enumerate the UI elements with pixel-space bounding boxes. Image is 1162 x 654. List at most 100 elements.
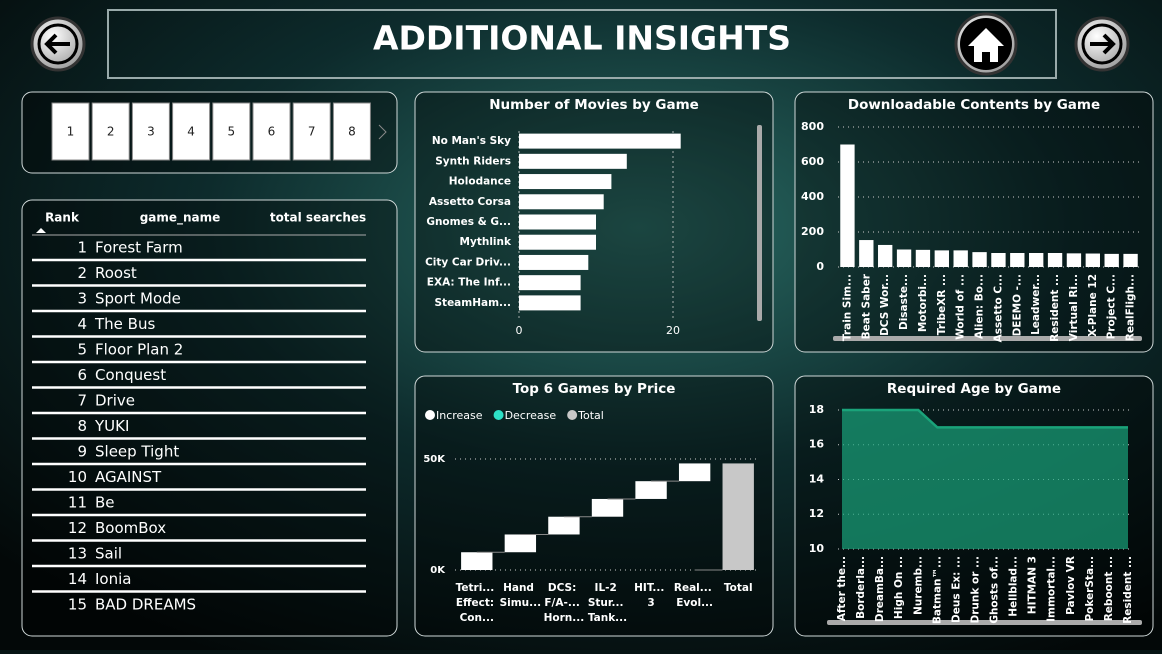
x-tick-label: 20 xyxy=(666,324,680,337)
page-button[interactable] xyxy=(91,102,130,161)
column-header: total searches xyxy=(270,211,366,225)
x-tick-label: Resident ... xyxy=(1049,274,1061,342)
bar xyxy=(1123,253,1138,267)
y-tick-label: 14 xyxy=(809,472,825,485)
rank-cell: 5 xyxy=(77,341,87,359)
page-button[interactable] xyxy=(51,102,90,161)
name-cell: AGAINST xyxy=(95,468,162,486)
bar xyxy=(1029,253,1044,267)
scrollbar[interactable] xyxy=(833,336,1142,341)
x-tick-label: Borderla... xyxy=(855,556,867,619)
bar xyxy=(896,249,912,267)
y-tick-label: Synth Riders xyxy=(435,155,511,167)
bar xyxy=(461,552,493,570)
forward-button[interactable] xyxy=(90,0,1130,72)
x-tick-label: Assetto C... xyxy=(992,274,1004,342)
x-tick-label: High On ... xyxy=(893,556,905,619)
x-tick-label: Tetri... Effect: Con... xyxy=(456,582,498,624)
name-cell: Be xyxy=(95,494,115,512)
rank-cell: 11 xyxy=(68,494,87,512)
page-button[interactable] xyxy=(131,102,170,161)
bar xyxy=(519,234,596,250)
back-button[interactable] xyxy=(30,16,86,72)
legend-label: Decrease xyxy=(505,409,557,422)
x-tick-label: 0 xyxy=(516,324,523,337)
pages-next[interactable] xyxy=(378,124,387,140)
bar xyxy=(878,244,893,267)
chart-title: Top 6 Games by Price xyxy=(513,381,676,397)
bar xyxy=(934,250,949,267)
x-tick-label: Resident ... xyxy=(1122,556,1134,624)
page-button[interactable] xyxy=(292,102,331,161)
rank-cell: 10 xyxy=(68,468,87,486)
page-button[interactable] xyxy=(212,102,251,161)
chart-title: Downloadable Contents by Game xyxy=(848,97,1100,113)
rank-cell: 15 xyxy=(68,596,87,614)
page-button[interactable] xyxy=(332,102,371,161)
bar xyxy=(519,174,612,190)
x-tick-label: Deus Ex: ... xyxy=(950,556,962,623)
y-tick-label: 0 xyxy=(816,260,824,273)
column-header: Rank xyxy=(45,211,80,225)
name-cell: BAD DREAMS xyxy=(95,596,196,614)
y-tick-label: City Car Driv... xyxy=(425,256,511,268)
chart-title: Number of Movies by Game xyxy=(489,97,699,113)
x-tick-label: PokerSta... xyxy=(1084,556,1096,622)
area-line xyxy=(842,408,1128,429)
x-tick-label: Train Sim... xyxy=(841,274,853,341)
bar xyxy=(504,534,537,553)
bar xyxy=(972,252,987,267)
bar xyxy=(859,240,874,267)
sort-indicator xyxy=(36,228,46,233)
x-tick-label: DEEMO -... xyxy=(1011,274,1023,336)
x-tick-label: Ghosts of... xyxy=(989,556,1001,624)
chart-panel xyxy=(794,91,1154,353)
page-label[interactable]: 4 xyxy=(187,125,195,139)
x-tick-label: Beat Saber xyxy=(860,273,872,339)
name-cell: Sail xyxy=(95,545,122,563)
page-label[interactable]: 6 xyxy=(268,125,276,139)
bar xyxy=(1047,253,1063,267)
y-tick-label: 0K xyxy=(430,565,446,576)
page-label[interactable]: 3 xyxy=(147,125,155,139)
y-tick-label: 16 xyxy=(809,438,825,451)
scrollbar[interactable] xyxy=(827,620,1142,625)
x-tick-label: HIT... 3 xyxy=(634,582,668,609)
y-tick-label: 200 xyxy=(801,225,824,238)
scrollbar[interactable] xyxy=(757,125,762,321)
bar xyxy=(953,250,968,267)
bar xyxy=(519,295,581,311)
header-box xyxy=(107,9,1057,79)
x-tick-label: IL-2 Stur... Tank... xyxy=(588,582,627,624)
page-label[interactable]: 5 xyxy=(227,125,235,139)
y-tick-label: 50K xyxy=(423,454,446,465)
page-button[interactable] xyxy=(172,102,211,161)
y-tick-label: 10 xyxy=(809,542,825,555)
page-label[interactable]: 7 xyxy=(308,125,316,139)
rank-cell: 1 xyxy=(77,239,87,257)
x-tick-label: Immortal... xyxy=(1046,556,1058,622)
bar xyxy=(915,249,931,267)
x-tick-label: World of ... xyxy=(955,274,967,340)
bar xyxy=(519,254,589,270)
home-button[interactable] xyxy=(954,12,1018,76)
name-cell: Forest Farm xyxy=(95,239,183,257)
rank-cell: 8 xyxy=(77,417,87,435)
page-button[interactable] xyxy=(252,102,291,161)
page-label[interactable]: 8 xyxy=(348,125,356,139)
page-label[interactable]: 1 xyxy=(67,125,75,139)
x-tick-label: Virtual Ri... xyxy=(1068,274,1080,341)
legend-marker xyxy=(425,410,435,420)
y-tick-label: Assetto Corsa xyxy=(429,196,511,208)
legend-marker xyxy=(493,410,504,420)
bar xyxy=(519,133,681,149)
bar xyxy=(519,214,596,230)
y-tick-label: 600 xyxy=(801,155,824,168)
bar xyxy=(840,144,855,267)
bar xyxy=(1066,253,1082,267)
name-cell: YUKI xyxy=(94,417,129,435)
legend-label: Increase xyxy=(436,409,483,422)
x-tick-label: After the... xyxy=(836,556,848,621)
page-label[interactable]: 2 xyxy=(107,125,115,139)
rank-cell: 14 xyxy=(68,570,87,588)
